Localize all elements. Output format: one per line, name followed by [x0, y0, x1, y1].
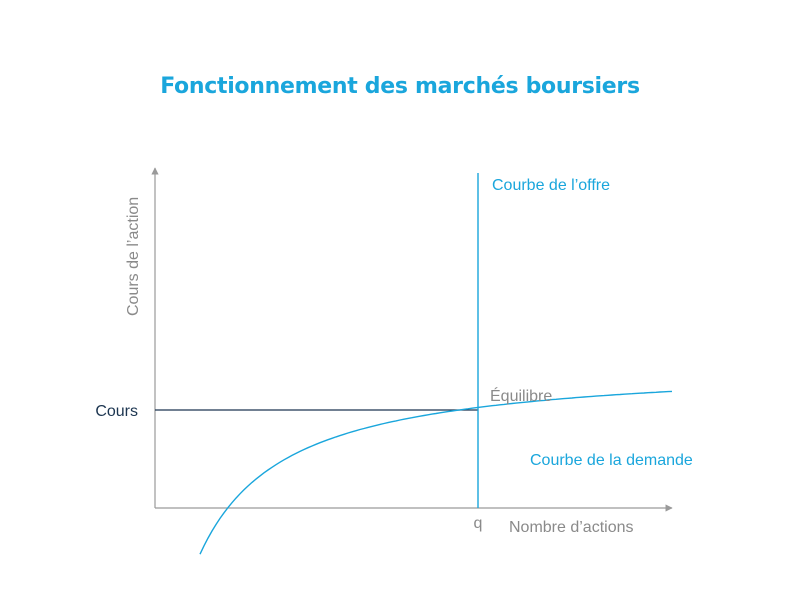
y-tick-label-cours: Cours	[95, 403, 138, 420]
x-axis-label: Nombre d’actions	[509, 519, 634, 536]
x-tick-label-q: q	[474, 515, 483, 532]
y-axis-label: Cours de l’action	[125, 197, 142, 316]
supply-curve-label: Courbe de l’offre	[492, 177, 610, 194]
demand-curve	[199, 390, 673, 555]
demand-curve-label: Courbe de la demande	[530, 452, 693, 469]
chart-title: Fonctionnement des marchés boursiers	[160, 74, 640, 99]
equilibrium-label: Équilibre	[490, 386, 552, 405]
